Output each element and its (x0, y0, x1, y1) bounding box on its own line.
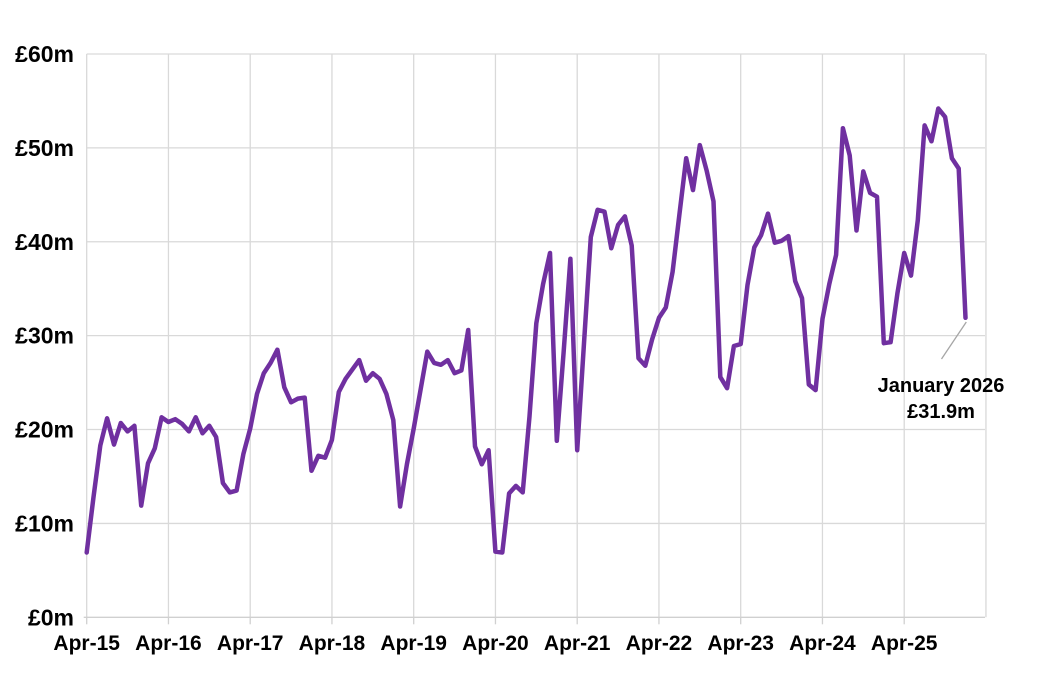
x-axis-label-Apr-16: Apr-16 (135, 632, 202, 655)
x-axis-label-Apr-20: Apr-20 (462, 632, 529, 655)
x-axis-label-Apr-23: Apr-23 (707, 632, 774, 655)
x-axis-label-Apr-25: Apr-25 (871, 632, 938, 655)
x-axis-label-Apr-22: Apr-22 (626, 632, 693, 655)
annotation-leader-line (940, 321, 967, 360)
y-axis-label-£40m: £40m (15, 229, 74, 255)
y-axis-label-£50m: £50m (15, 135, 74, 161)
x-axis-label-Apr-15: Apr-15 (53, 632, 120, 655)
x-axis-label-Apr-19: Apr-19 (380, 632, 447, 655)
annotation-month-label: January 2026 (877, 375, 1005, 397)
x-axis-label-Apr-18: Apr-18 (299, 632, 366, 655)
x-axis-label-Apr-17: Apr-17 (217, 632, 284, 655)
y-axis-label-£60m: £60m (15, 41, 74, 67)
x-axis-label-Apr-24: Apr-24 (789, 632, 856, 655)
annotation-callout: January 2026 £31.9m (878, 373, 1005, 425)
y-axis-label-£30m: £30m (15, 323, 74, 349)
annotation-value-label: £31.9m (907, 401, 975, 423)
x-axis-label-Apr-21: Apr-21 (544, 632, 611, 655)
y-axis-label-£10m: £10m (15, 510, 74, 536)
y-axis-label-£0m: £0m (28, 604, 74, 630)
data-series-line (84, 106, 968, 555)
y-axis-label-£20m: £20m (15, 417, 74, 443)
